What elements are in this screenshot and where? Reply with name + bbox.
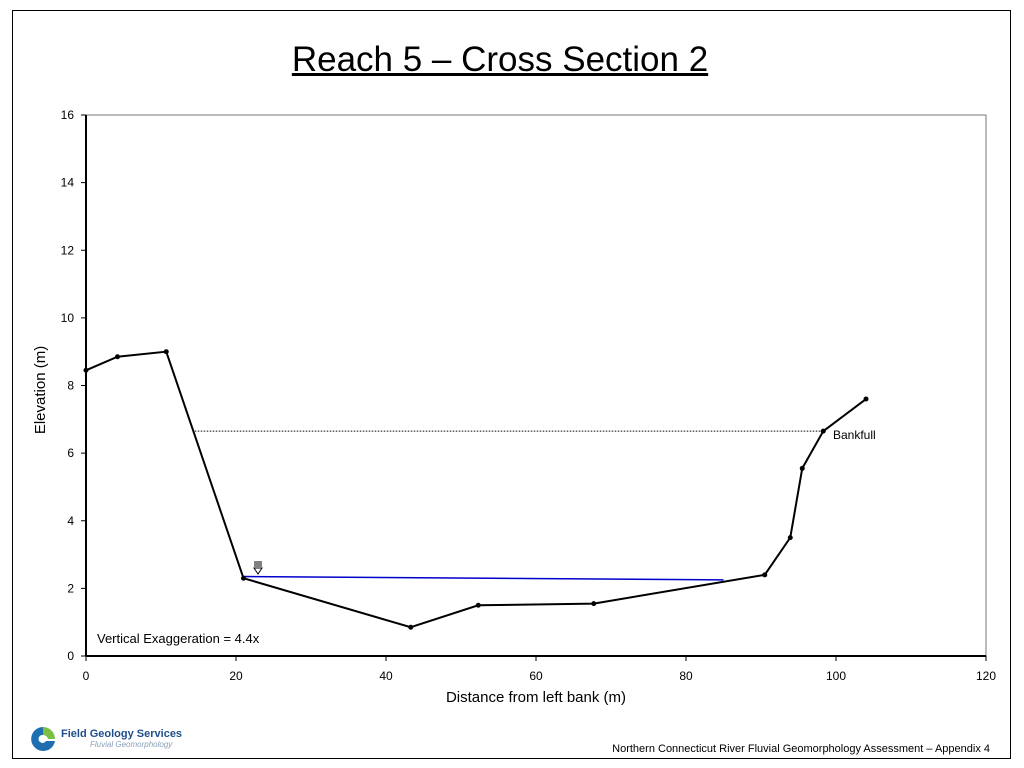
bankfull-label: Bankfull [833,428,876,442]
y-axis-label: Elevation (m) [32,346,49,434]
water-surface-line [243,575,724,581]
logo-tagline: Fluvial Geomorphology [90,740,173,749]
ground-profile-point [115,354,120,360]
y-tick-label: 6 [67,446,74,460]
y-tick-label: 2 [67,581,74,595]
vertical-exaggeration-note: Vertical Exaggeration = 4.4x [97,631,260,646]
ground-profile-point [863,396,869,402]
ground-profile-point [591,601,597,607]
y-tick-label: 16 [61,108,75,122]
ground-profile-point [83,367,89,373]
water-surface-symbol-icon [253,561,263,575]
ground-profile-point [241,575,246,581]
y-tick-label: 14 [61,176,75,190]
ground-profile-point [799,465,805,471]
ground-profile-line [85,350,867,629]
x-tick-label: 40 [379,669,393,683]
ground-profile-point [163,349,169,355]
y-tick-label: 10 [61,311,75,325]
x-tick-label: 60 [529,669,543,683]
ground-profile-point [820,428,826,434]
y-tick-label: 12 [61,243,75,257]
logo-company-name: Field Geology Services [61,728,183,740]
x-tick-label: 20 [229,669,243,683]
slide-frame [12,10,1011,759]
ground-profile-point [762,572,768,578]
x-tick-label: 80 [679,669,693,683]
x-tick-label: 100 [826,669,846,683]
company-logo: Field Geology Services Fluvial Geomorpho… [28,725,182,755]
slide-footer: Northern Connecticut River Fluvial Geomo… [612,743,990,755]
x-tick-label: 120 [976,669,996,683]
y-tick-label: 8 [67,379,74,393]
ground-profile-point [408,624,414,630]
field-geology-services-logo [31,727,55,751]
x-tick-label: 0 [83,669,90,683]
y-tick-label: 4 [67,514,74,528]
plot-area [85,114,987,657]
slide-title: Reach 5 – Cross Section 2 [291,40,709,79]
y-tick-label: 0 [67,649,74,663]
x-axis-label: Distance from left bank (m) [446,689,626,706]
ground-profile-point [787,535,793,541]
ground-profile-point [475,602,481,608]
